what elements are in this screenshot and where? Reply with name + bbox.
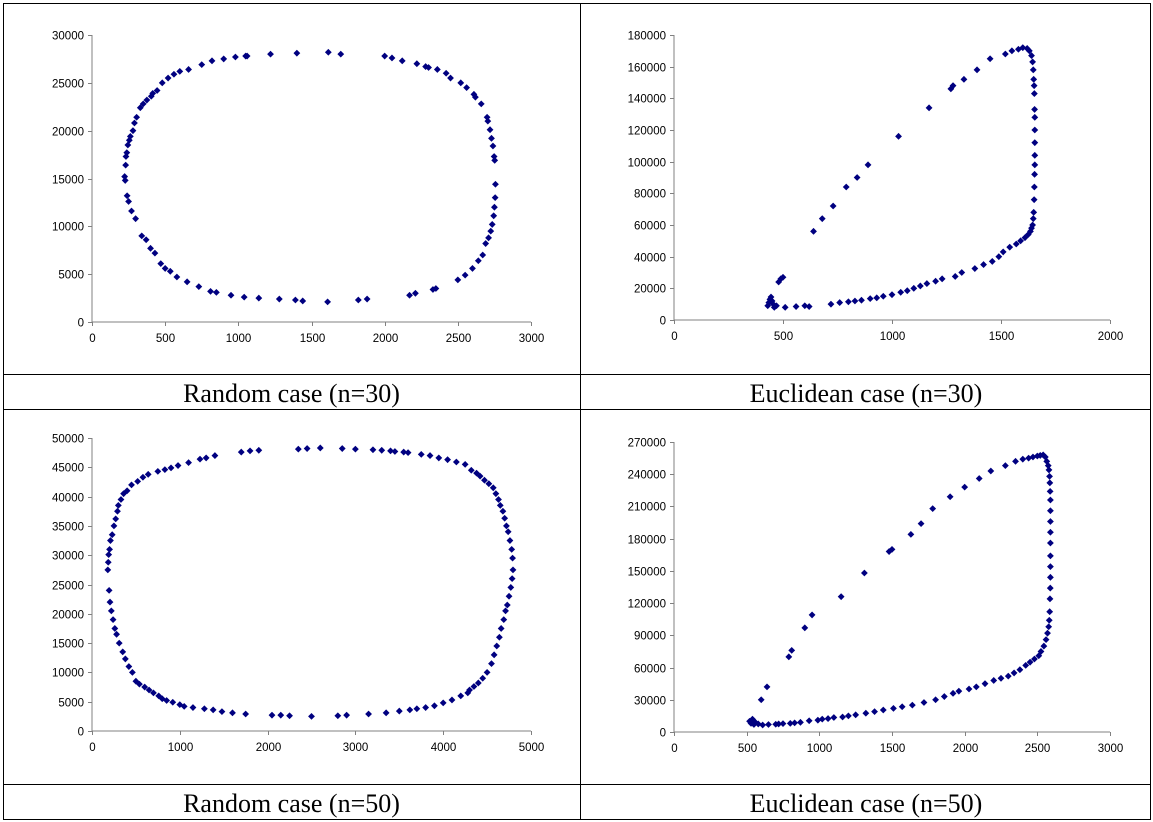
caption-euclid-50: Euclidean case (n=50)	[749, 789, 983, 818]
row-divider-mid	[3, 409, 1151, 410]
row-divider-caption-1	[3, 374, 1151, 375]
row-divider-caption-2	[3, 784, 1151, 785]
caption-random-30: Random case (n=30)	[183, 379, 400, 408]
caption-euclid-30: Euclidean case (n=30)	[749, 379, 983, 408]
figure-table	[3, 3, 1151, 820]
column-divider	[580, 3, 581, 820]
caption-random-50: Random case (n=50)	[183, 789, 400, 818]
